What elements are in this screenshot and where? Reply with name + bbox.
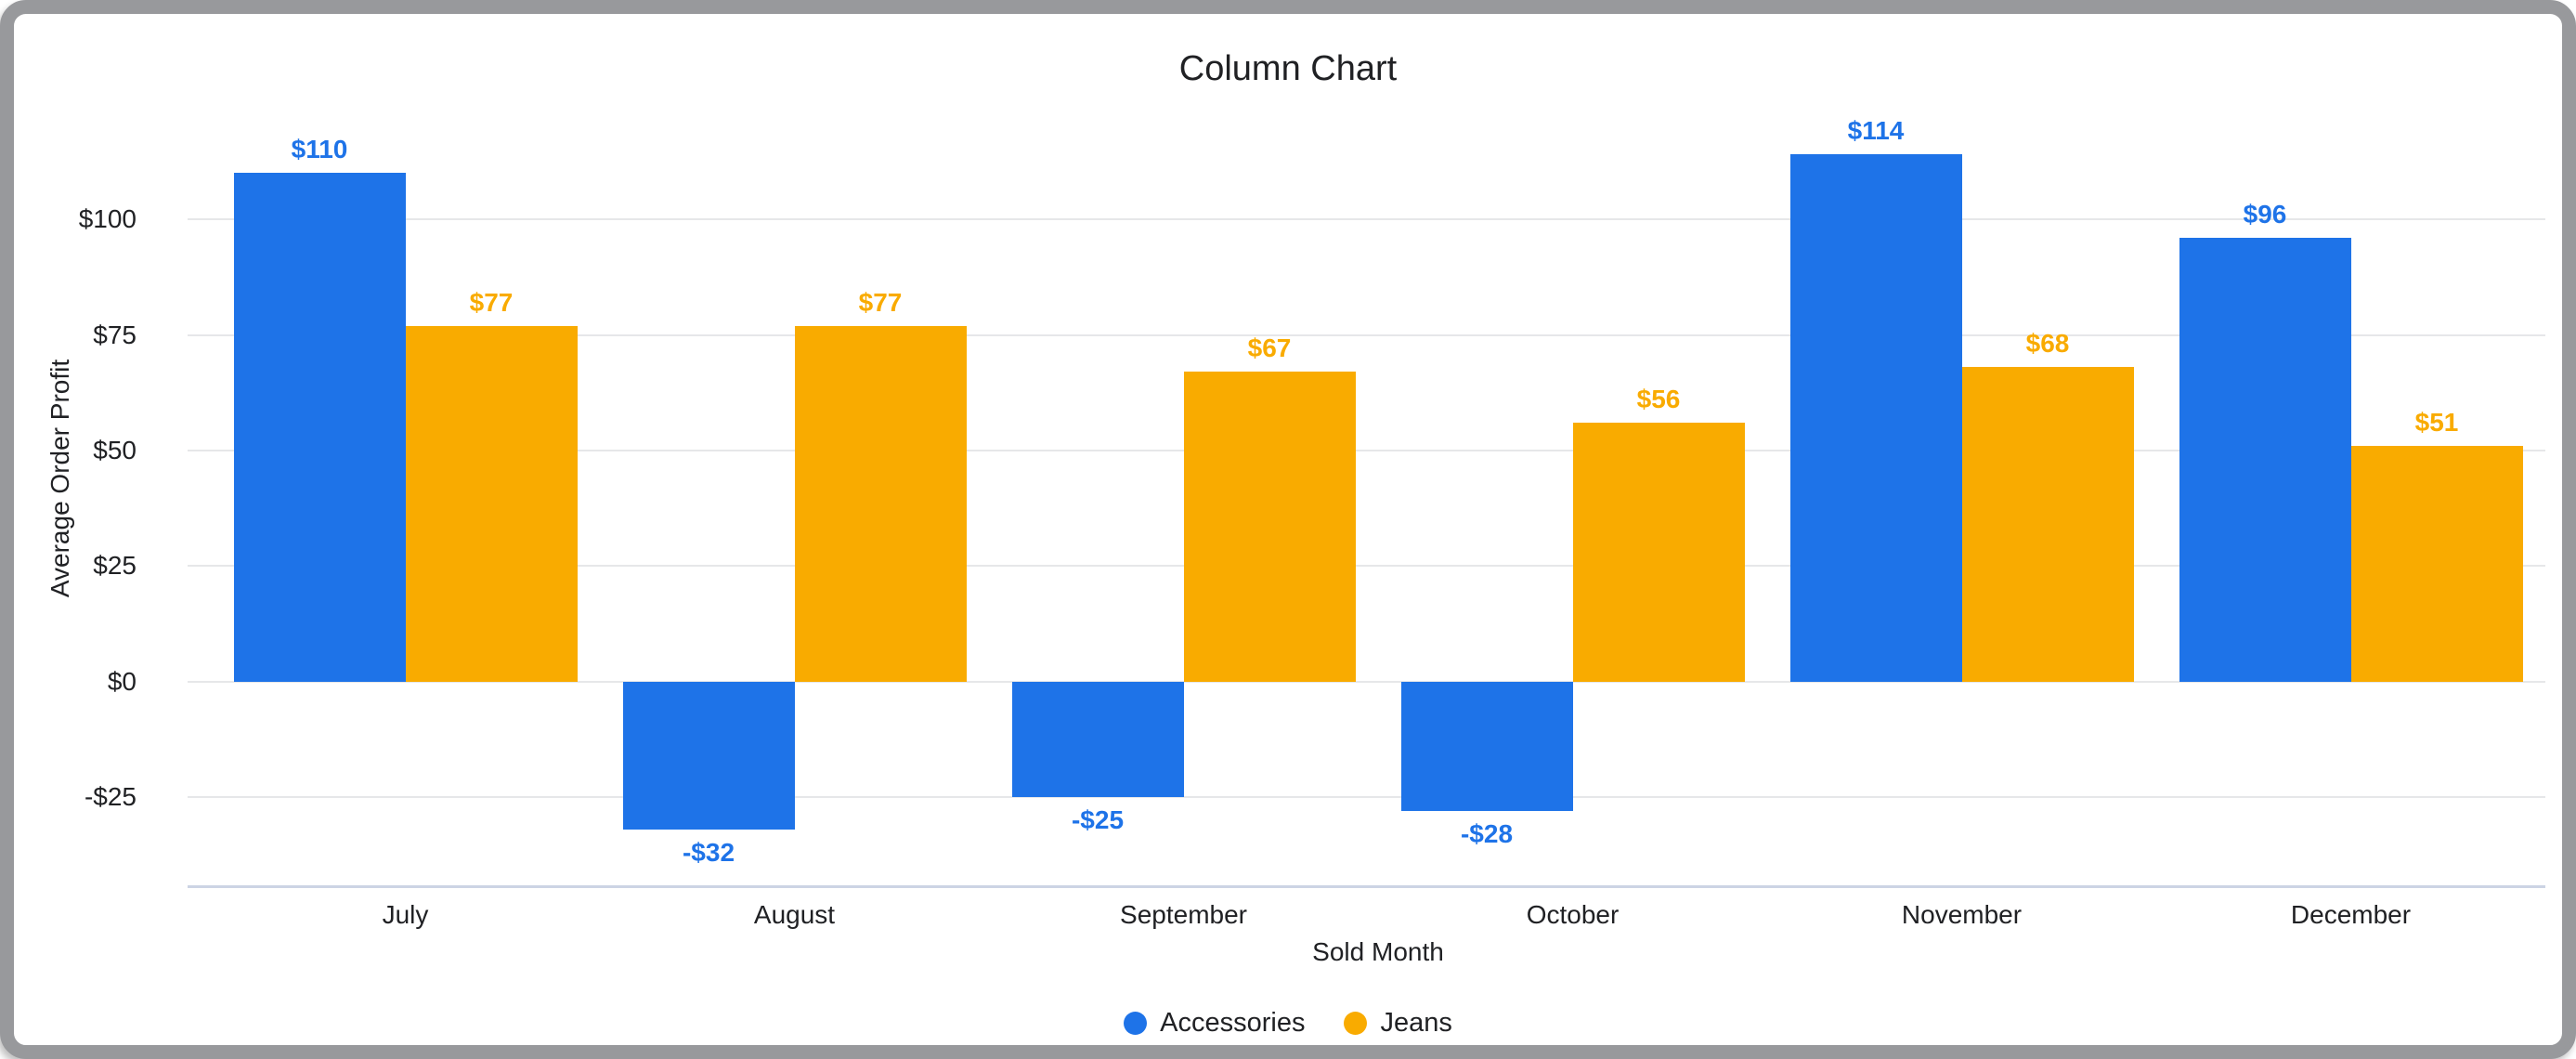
gridline [188,680,2545,683]
bar-accessories-september[interactable] [1011,681,1184,798]
bar-value-label: $110 [291,135,348,164]
y-tick-label: $50 [93,436,137,465]
gridline [188,218,2545,221]
x-tick-label: August [753,900,836,929]
y-tick-label: $25 [93,551,137,581]
chart-title: Column Chart [1178,49,1398,88]
legend-item-jeans[interactable]: Jeans [1344,1007,1452,1039]
bar-jeans-december[interactable] [2350,446,2523,682]
gridline [188,450,2545,452]
bar-accessories-july[interactable] [233,173,406,682]
bar-accessories-october[interactable] [1400,681,1573,812]
bar-value-label: $77 [858,287,903,317]
x-tick-label: July [382,900,429,929]
bar-accessories-november[interactable] [1789,154,1962,682]
bar-value-label: $114 [1847,116,1905,146]
bar-value-label: $51 [2414,408,2459,438]
x-tick-label: December [2290,900,2412,929]
x-tick-label: October [1526,900,1620,929]
bar-value-label: $77 [469,287,514,317]
bar-jeans-september[interactable] [1183,372,1356,682]
gridline [188,333,2545,336]
x-axis-line [188,885,2545,888]
x-axis-title: Sold Month [1312,937,1444,966]
accessories-swatch-icon [1124,1011,1148,1035]
bar-jeans-july[interactable] [405,325,578,682]
legend: Accessories Jeans [14,999,2562,1047]
bar-value-label: -$25 [1071,805,1125,835]
y-tick-label: $75 [93,320,137,349]
bar-value-label: -$32 [682,838,735,868]
bar-value-label: $68 [2025,329,2070,359]
bar-jeans-october[interactable] [1572,423,1745,682]
jeans-swatch-icon [1344,1011,1368,1035]
x-tick-label: September [1120,900,1247,929]
legend-item-accessories[interactable]: Accessories [1124,1008,1305,1039]
gridline [188,565,2545,568]
x-tick-label: November [1901,900,2023,929]
plot-area: $100 $75 $50 $25 $0 -$25 July $110 $77 August -$32… [79,117,2545,929]
bar-value-label: $56 [1636,385,1681,414]
bar-jeans-november[interactable] [1961,367,2134,682]
legend-label: Jeans [1380,1007,1452,1038]
bar-accessories-august[interactable] [622,681,795,830]
bar-jeans-august[interactable] [794,325,967,682]
bar-value-label: $67 [1247,333,1292,363]
legend-label: Accessories [1160,1007,1306,1038]
y-tick-label: -$25 [84,782,137,812]
y-tick-label: $0 [107,666,137,696]
bar-value-label: -$28 [1460,819,1514,849]
y-tick-label: $100 [78,204,137,234]
bar-value-label: $96 [2243,200,2287,229]
y-axis-title: Average Order Profit [46,359,74,598]
bar-accessories-december[interactable] [2179,238,2351,682]
gridline [188,796,2545,799]
